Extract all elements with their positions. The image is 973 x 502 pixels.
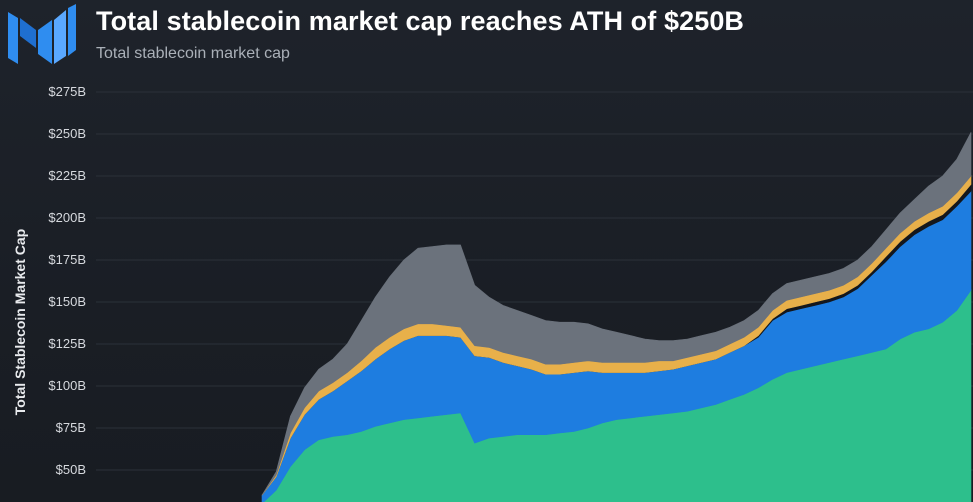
y-tick-label: $250B [48, 126, 86, 141]
y-tick-label: $75B [56, 420, 86, 435]
area-series-4 [261, 132, 972, 496]
y-tick-label: $50B [56, 462, 86, 477]
y-tick-label: $150B [48, 294, 86, 309]
y-tick-label: $175B [48, 252, 86, 267]
y-tick-label: $225B [48, 168, 86, 183]
chart-title: Total stablecoin market cap reaches ATH … [96, 6, 745, 36]
y-tick-label: $100B [48, 378, 86, 393]
y-tick-label: $200B [48, 210, 86, 225]
messari-logo-icon [8, 4, 76, 64]
chart-subtitle: Total stablecoin market cap [96, 45, 290, 62]
y-tick-label: $125B [48, 336, 86, 351]
y-tick-label: $275B [48, 84, 86, 99]
